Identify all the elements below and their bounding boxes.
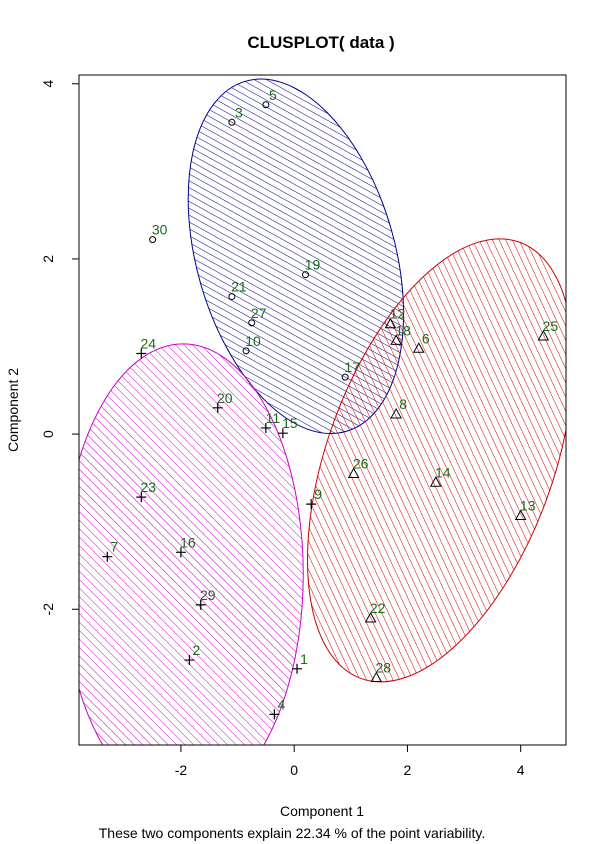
- point-18-marker: [390, 334, 402, 345]
- cluster-ellipses: [79, 78, 566, 745]
- point-9-label: 9: [314, 486, 322, 502]
- point-6-label: 6: [422, 330, 430, 346]
- point-1-marker: [292, 663, 303, 674]
- point-11-label: 11: [266, 410, 281, 426]
- point-26-marker: [347, 467, 360, 478]
- point-1-label: 1: [300, 651, 308, 667]
- point-23-label: 23: [141, 479, 157, 495]
- point-21-marker: [228, 293, 236, 301]
- point-16-label: 16: [180, 534, 196, 550]
- point-30-label: 30: [152, 222, 168, 238]
- point-7-label: 7: [110, 539, 118, 555]
- point-4-marker: [269, 709, 280, 720]
- point-23-marker: [136, 492, 147, 503]
- point-22-label: 22: [370, 600, 386, 616]
- point-4-label: 4: [277, 696, 285, 712]
- point-22-marker: [364, 611, 377, 623]
- point-6-marker: [412, 342, 425, 353]
- variability-caption: These two components explain 22.34 % of …: [99, 825, 486, 841]
- point-21-label: 21: [231, 279, 247, 295]
- chart-title: CLUSPLOT( data ): [247, 33, 394, 52]
- point-25-marker: [537, 329, 550, 341]
- point-29-marker: [195, 599, 206, 610]
- x-tick-label: 2: [404, 762, 412, 778]
- point-14-label: 14: [435, 464, 451, 480]
- point-13-label: 13: [520, 498, 536, 514]
- point-25-label: 25: [543, 318, 559, 334]
- point-20-label: 20: [217, 390, 233, 406]
- point-27-marker: [248, 319, 256, 327]
- point-19-label: 19: [305, 257, 321, 273]
- x-tick-label: 4: [517, 762, 525, 778]
- y-tick-label: 2: [40, 255, 56, 263]
- point-28-marker: [370, 671, 383, 683]
- point-26-label: 26: [353, 455, 369, 471]
- point-30-marker: [149, 236, 157, 244]
- point-10-label: 10: [245, 333, 261, 349]
- x-axis-label: Component 1: [280, 803, 364, 819]
- x-tick-label: 0: [290, 762, 298, 778]
- point-9-marker: [306, 499, 317, 510]
- point-7-marker: [102, 551, 113, 562]
- y-tick-label: -2: [40, 603, 56, 616]
- y-tick-label: 0: [40, 430, 56, 438]
- cluster-2-ellipse: [79, 343, 304, 745]
- point-28-label: 28: [376, 660, 392, 676]
- point-18-label: 18: [395, 322, 411, 338]
- point-17-marker: [341, 373, 349, 381]
- point-19-marker: [302, 271, 310, 279]
- y-axis-label: Component 2: [5, 368, 21, 452]
- point-24-marker: [136, 348, 147, 359]
- point-3-label: 3: [235, 104, 243, 120]
- x-axis: -2 0 2 4: [175, 744, 525, 778]
- point-8-marker: [390, 407, 402, 419]
- point-16-marker: [175, 547, 186, 558]
- point-5-marker: [262, 101, 270, 109]
- point-2-marker: [184, 655, 195, 666]
- point-12-label: 12: [390, 306, 406, 322]
- y-axis: -2 0 2 4: [40, 80, 80, 616]
- point-3-marker: [228, 118, 236, 126]
- point-11-marker: [260, 422, 271, 433]
- cluster-3-ellipse: [307, 238, 566, 683]
- point-8-label: 8: [399, 396, 407, 412]
- point-15-label: 15: [282, 415, 298, 431]
- point-15-marker: [277, 428, 288, 439]
- point-12-marker: [384, 317, 397, 329]
- point-17-label: 17: [344, 359, 360, 375]
- point-10-marker: [242, 347, 250, 355]
- point-27-label: 27: [251, 305, 267, 321]
- y-tick-label: 4: [40, 80, 56, 88]
- point-2-label: 2: [193, 642, 201, 658]
- x-tick-label: -2: [175, 762, 188, 778]
- point-20-marker: [212, 402, 223, 413]
- point-24-label: 24: [141, 336, 157, 352]
- point-29-label: 29: [200, 587, 216, 603]
- point-14-marker: [429, 476, 442, 487]
- point-13-marker: [514, 509, 527, 521]
- point-5-label: 5: [269, 87, 277, 103]
